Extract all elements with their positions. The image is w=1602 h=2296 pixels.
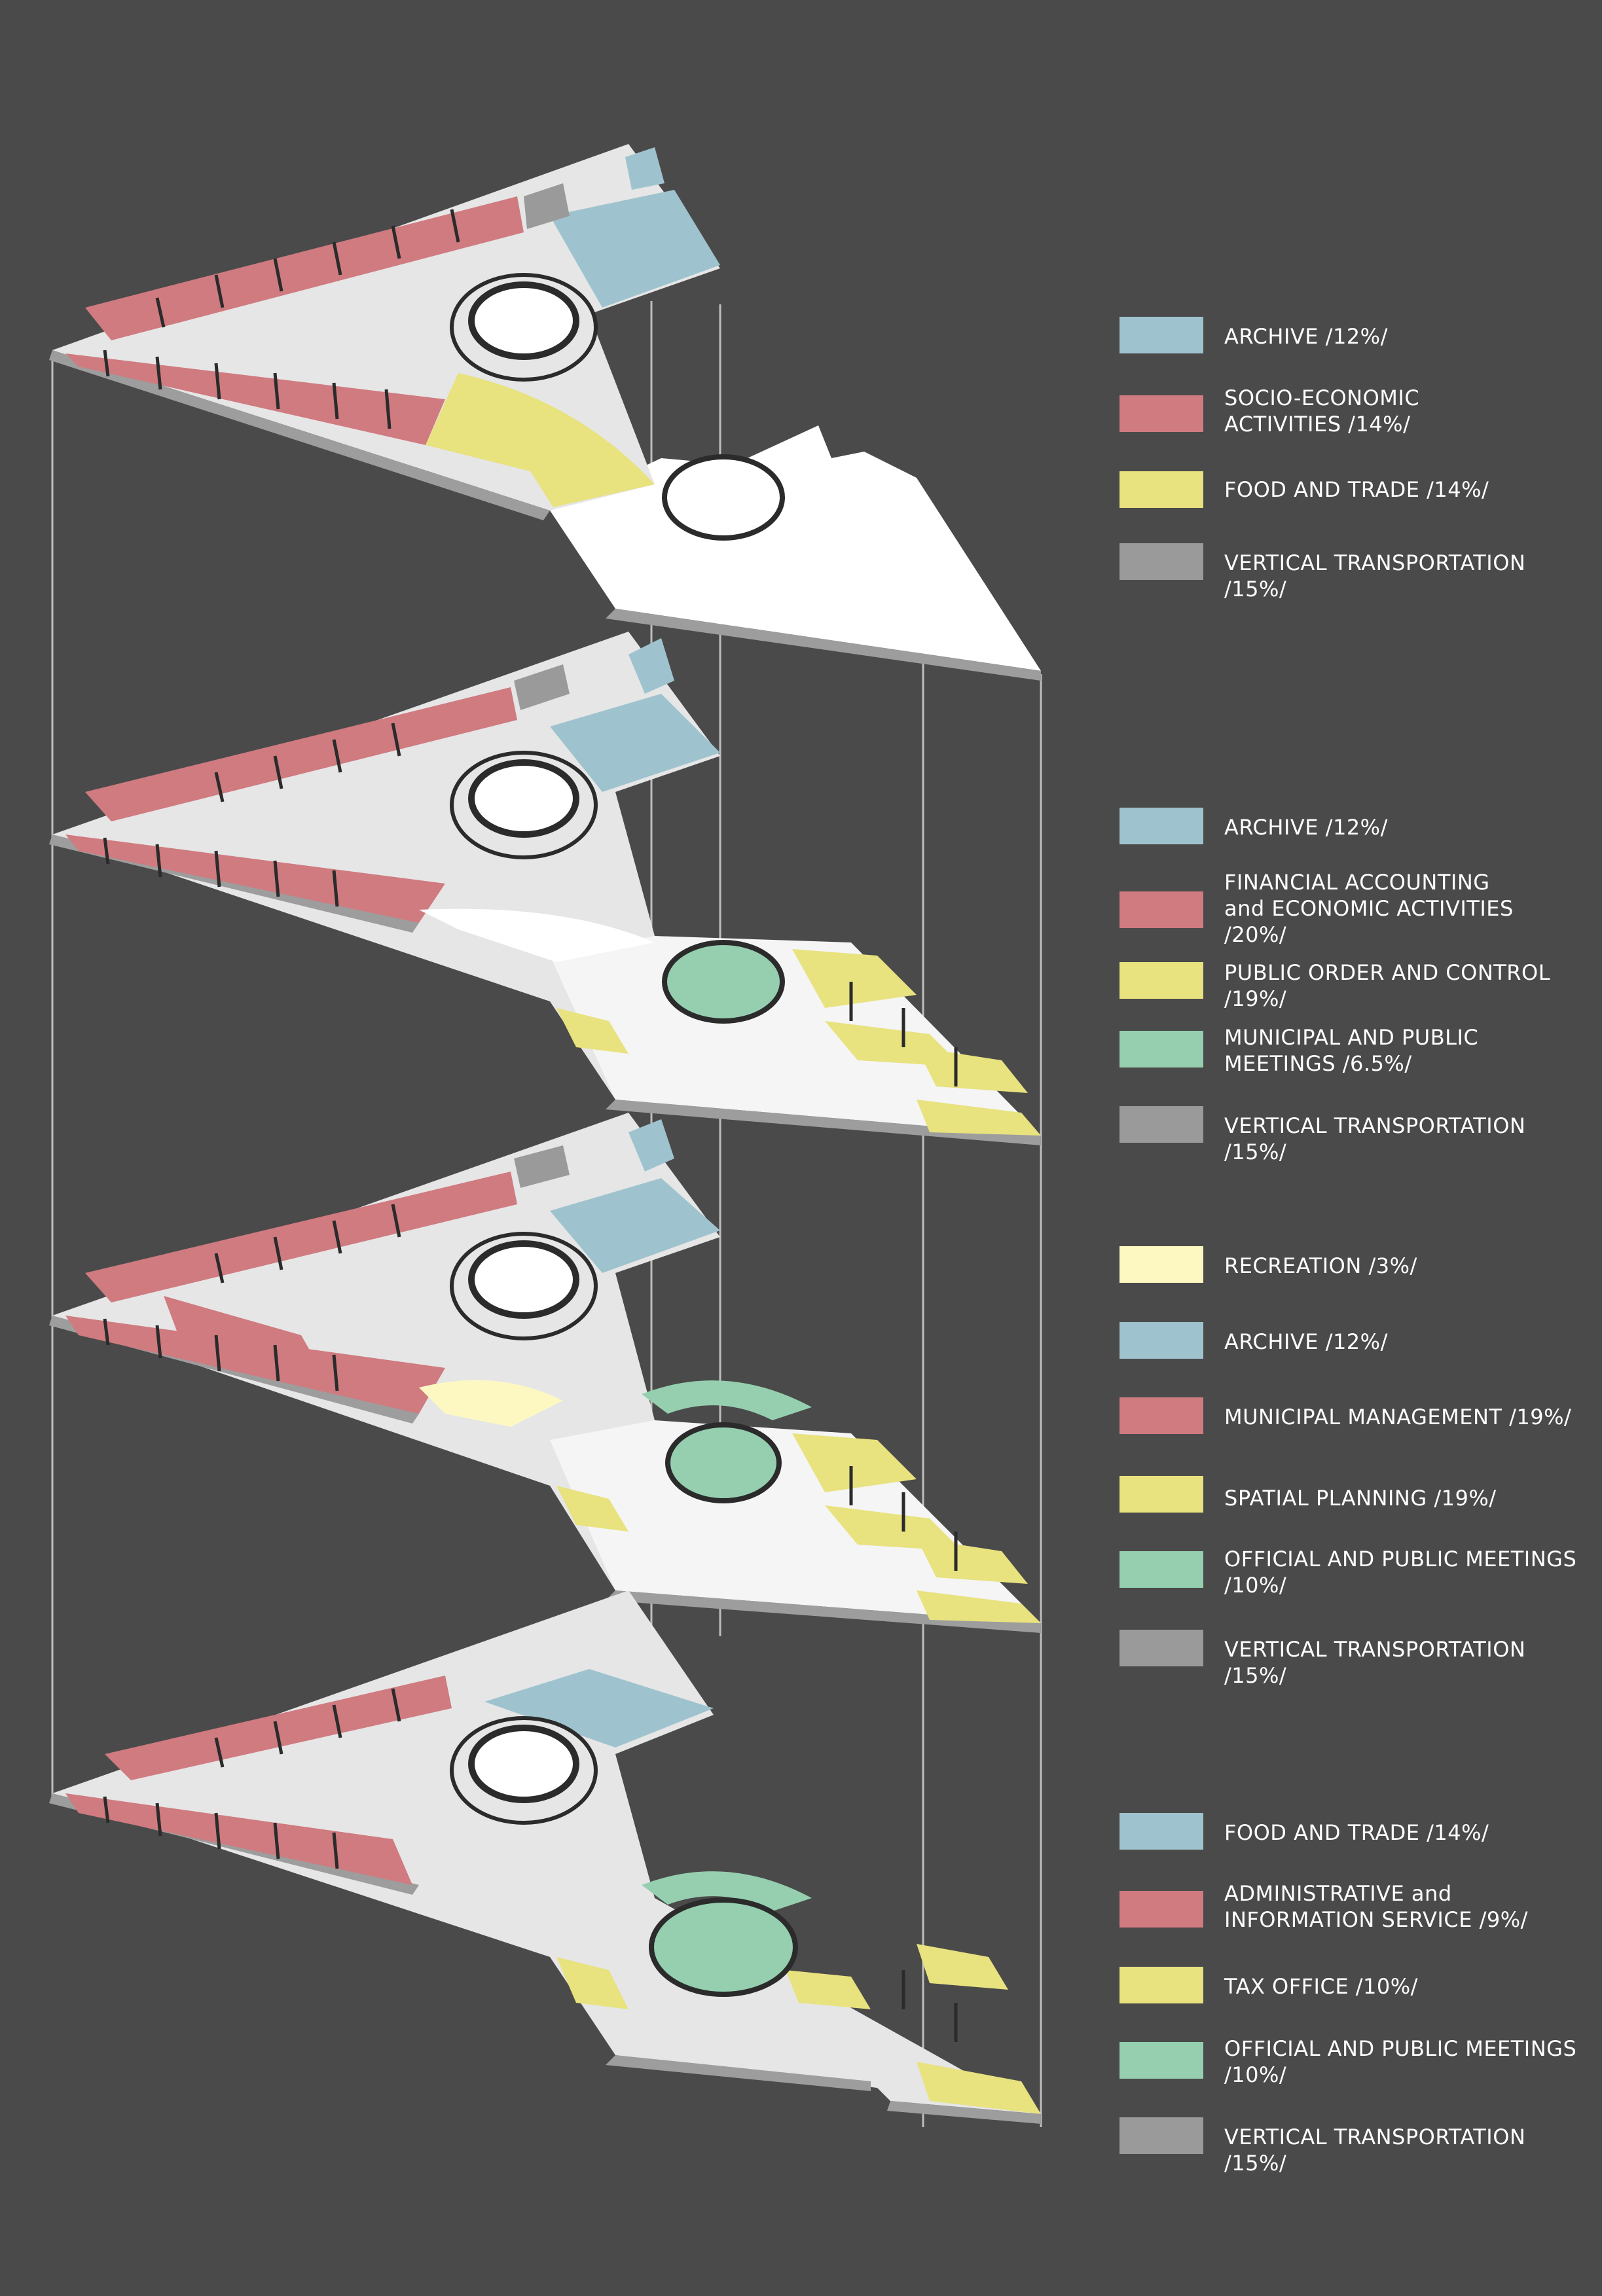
floor-2-plan	[49, 1113, 1041, 1633]
legend-swatch	[1120, 317, 1203, 353]
legend-label: ADMINISTRATIVE and INFORMATION SERVICE /…	[1224, 1881, 1528, 1932]
legend-label: ARCHIVE /12%/	[1224, 1329, 1388, 1354]
legend-label: VERTICAL TRANSPORTATION /15%/	[1224, 2125, 1526, 2176]
legend-label: ARCHIVE /12%/	[1224, 815, 1388, 840]
legend-label: SPATIAL PLANNING /19%/	[1224, 1486, 1497, 1511]
legend-swatch	[1120, 808, 1203, 844]
legend-swatch	[1120, 1967, 1203, 2003]
legend-label: MUNICIPAL MANAGEMENT /19%/	[1224, 1405, 1572, 1429]
legend-swatch	[1120, 2117, 1203, 2154]
legend-swatch	[1120, 962, 1203, 999]
legend-label: OFFICIAL AND PUBLIC MEETINGS /10%/	[1224, 1547, 1577, 1598]
legend-swatch	[1120, 1322, 1203, 1359]
legend-label: VERTICAL TRANSPORTATION /15%/	[1224, 550, 1526, 601]
legend-label: ARCHIVE /12%/	[1224, 324, 1388, 349]
legend-label: FINANCIAL ACCOUNTING and ECONOMIC ACTIVI…	[1224, 870, 1514, 947]
legend-label: MUNICIPAL AND PUBLIC MEETINGS /6.5%/	[1224, 1025, 1479, 1076]
legend-floor-4: ARCHIVE /12%/ SOCIO-ECONOMIC ACTIVITIES …	[1113, 308, 1584, 601]
legend-swatch	[1120, 395, 1203, 432]
legend-swatch	[1120, 2042, 1203, 2079]
legend-swatch	[1120, 543, 1203, 580]
legend-label: TAX OFFICE /10%/	[1224, 1974, 1418, 1999]
legend-floor-3: ARCHIVE /12%/ FINANCIAL ACCOUNTING and E…	[1113, 798, 1584, 1164]
floor-axonometric-diagram	[49, 144, 1042, 2127]
legend-swatch	[1120, 1630, 1203, 1666]
legend-swatch	[1120, 1551, 1203, 1588]
legend-swatch	[1120, 1246, 1203, 1283]
floor-3-plan	[49, 632, 1041, 1145]
legend-swatch	[1120, 1476, 1203, 1513]
floor-1-plan	[49, 1590, 1041, 2124]
legend-swatch	[1120, 891, 1203, 928]
legend-label: VERTICAL TRANSPORTATION /15%/	[1224, 1637, 1526, 1688]
legend-label: FOOD AND TRADE /14%/	[1224, 1820, 1489, 1845]
legend-label: VERTICAL TRANSPORTATION /15%/	[1224, 1113, 1526, 1164]
legend-floor-2: RECREATION /3%/ ARCHIVE /12%/ MUNICIPAL …	[1113, 1244, 1584, 1689]
legend-label: PUBLIC ORDER AND CONTROL /19%/	[1224, 960, 1551, 1011]
legend-swatch	[1120, 1891, 1203, 1928]
legend-swatch	[1120, 1031, 1203, 1067]
legend-label: RECREATION /3%/	[1224, 1253, 1417, 1278]
legend-swatch	[1120, 471, 1203, 508]
floor-4-plan	[49, 144, 1041, 681]
legend-floor-1: FOOD AND TRADE /14%/ ADMINISTRATIVE and …	[1113, 1813, 1584, 2176]
legend-label: OFFICIAL AND PUBLIC MEETINGS /10%/	[1224, 2036, 1577, 2087]
legend-label: SOCIO-ECONOMIC ACTIVITIES /14%/	[1224, 386, 1420, 437]
legend-label: FOOD AND TRADE /14%/	[1224, 477, 1489, 502]
legend-swatch	[1120, 1397, 1203, 1434]
legend-swatch	[1120, 1813, 1203, 1850]
legend-swatch	[1120, 1106, 1203, 1143]
